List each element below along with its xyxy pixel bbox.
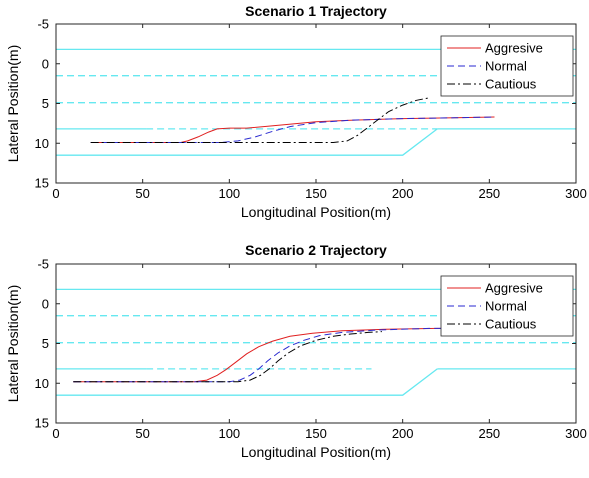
series-normal-line [73, 327, 495, 383]
legend: Aggresive Normal Cautious [440, 35, 574, 97]
legend-label: Aggresive [485, 41, 543, 56]
trajectory-lines [73, 327, 495, 383]
scenario-2-chart: Scenario 2 Trajectory 0 50 100 150 200 250 300… [5, 242, 587, 460]
legend-label: Aggresive [485, 281, 543, 296]
legend-label: Normal [485, 59, 527, 74]
y-tick-label: 10 [35, 136, 49, 151]
x-axis-label: Longitudinal Position(m) [241, 444, 391, 460]
x-tick-label: 50 [135, 426, 149, 441]
series-cautious-line [90, 97, 429, 143]
x-tick-label: 200 [392, 186, 414, 201]
x-tick-label: 0 [52, 186, 59, 201]
y-tick-label: 10 [35, 376, 49, 391]
axis-ticks: 0 50 100 150 200 250 300 -5 0 5 10 15 [35, 17, 587, 202]
y-axis-label: Lateral Position(m) [5, 285, 21, 403]
x-tick-label: 150 [305, 186, 327, 201]
x-tick-label: 50 [135, 186, 149, 201]
x-tick-label: 300 [565, 186, 587, 201]
x-axis-label: Longitudinal Position(m) [241, 204, 391, 220]
y-axis-label: Lateral Position(m) [5, 45, 21, 163]
road-line-7 [56, 128, 438, 156]
axis-ticks: 0 50 100 150 200 250 300 -5 0 5 10 15 [35, 257, 587, 442]
series-aggresive-line [73, 327, 495, 383]
x-tick-label: 200 [392, 426, 414, 441]
legend-label: Cautious [485, 77, 537, 92]
y-tick-label: 5 [42, 336, 49, 351]
x-tick-label: 250 [478, 186, 500, 201]
series-normal-line [90, 116, 495, 143]
legend-label: Cautious [485, 317, 537, 332]
x-tick-label: 0 [52, 426, 59, 441]
y-tick-label: 15 [35, 176, 49, 191]
x-tick-label: 250 [478, 426, 500, 441]
x-tick-label: 100 [218, 426, 240, 441]
scenario-1-chart: Scenario 1 Trajectory 0 50 100 150 200 250 300… [5, 3, 587, 220]
x-tick-label: 300 [565, 426, 587, 441]
y-tick-label: 15 [35, 416, 49, 431]
y-tick-label: 0 [42, 56, 49, 71]
road-line-7 [56, 368, 438, 396]
y-tick-label: -5 [37, 17, 49, 32]
x-tick-label: 150 [305, 426, 327, 441]
series-aggresive-line [90, 116, 495, 143]
legend-label: Normal [485, 299, 527, 314]
series-cautious-line [73, 331, 382, 383]
chart-title: Scenario 1 Trajectory [245, 3, 387, 19]
y-tick-label: 5 [42, 96, 49, 111]
legend: Aggresive Normal Cautious [440, 275, 574, 337]
chart-title: Scenario 2 Trajectory [245, 242, 387, 258]
x-tick-label: 100 [218, 186, 240, 201]
trajectory-lines [90, 97, 495, 143]
y-tick-label: -5 [37, 257, 49, 272]
y-tick-label: 0 [42, 296, 49, 311]
